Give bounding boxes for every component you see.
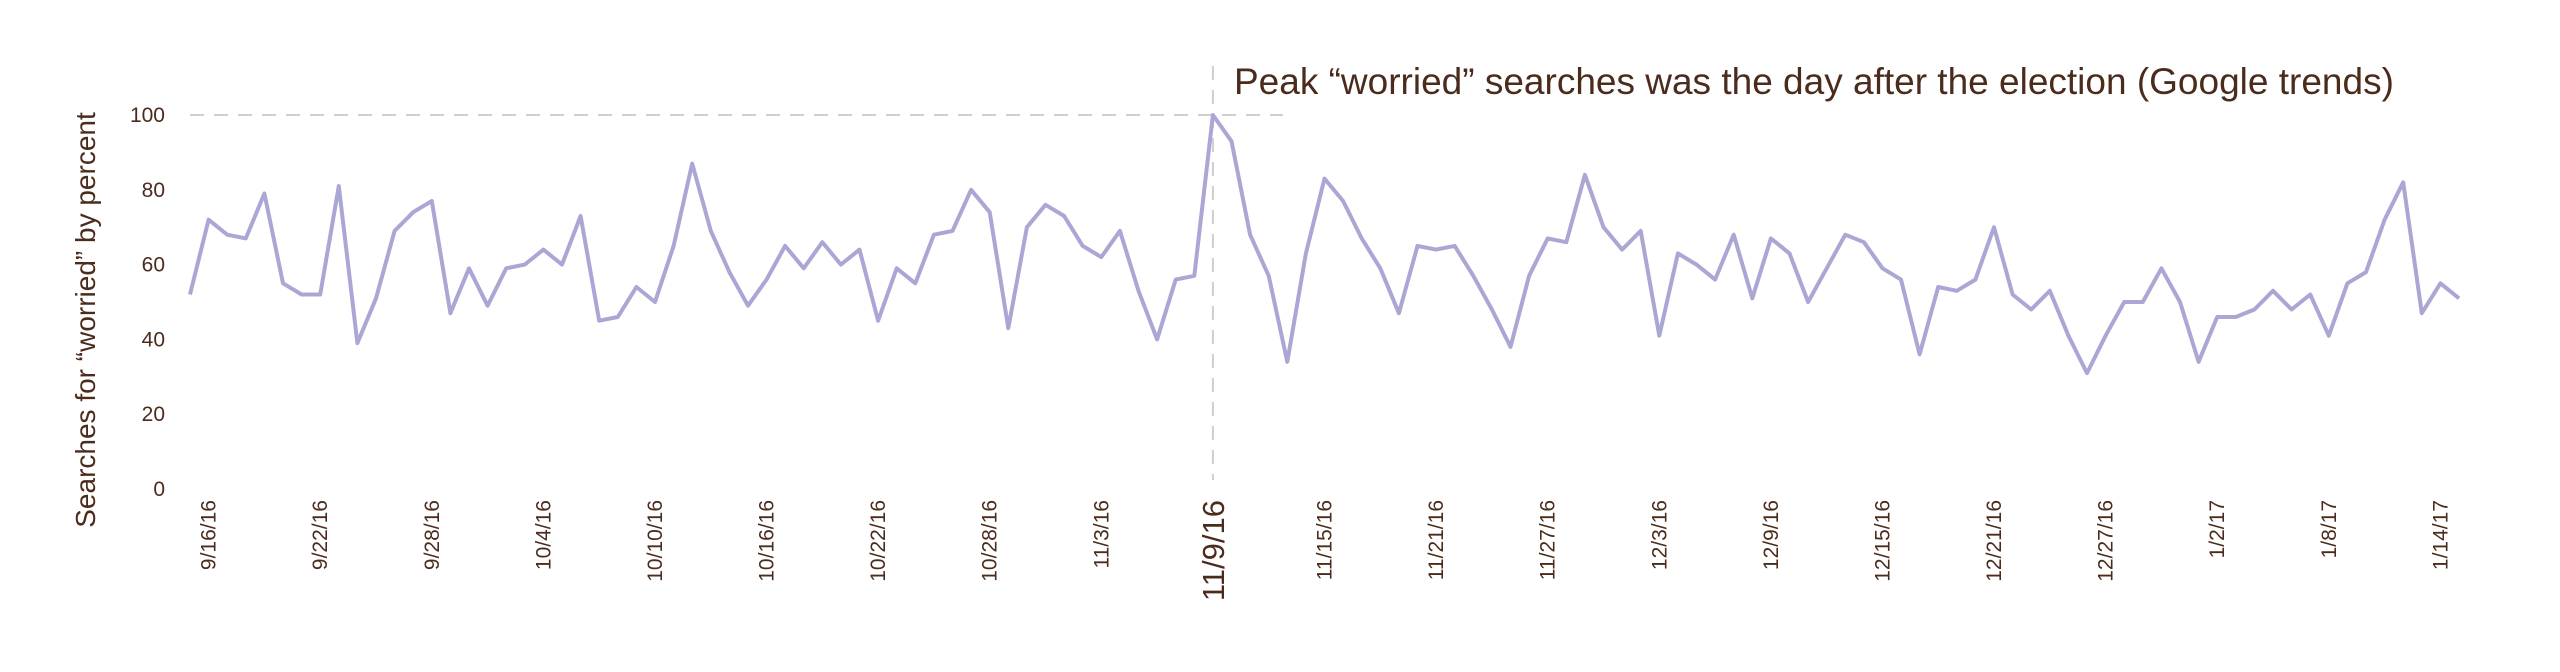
x-tick-label: 12/15/16 <box>1871 500 1894 582</box>
x-tick-label: 9/22/16 <box>309 500 332 570</box>
x-tick-label: 10/22/16 <box>867 500 890 582</box>
x-tick-label: 1/8/17 <box>2318 500 2341 558</box>
x-tick-label: 11/27/16 <box>1537 500 1560 580</box>
x-tick-label: 12/9/16 <box>1760 500 1783 570</box>
x-tick-label: 11/21/16 <box>1425 500 1448 580</box>
x-tick-label: 10/4/16 <box>532 500 555 570</box>
x-tick-label: 11/9/16 <box>1196 500 1231 601</box>
x-tick-label: 10/28/16 <box>979 500 1002 582</box>
x-tick-label: 12/3/16 <box>1648 500 1671 570</box>
x-tick-label: 10/10/16 <box>644 500 667 582</box>
y-tick-label: 40 <box>142 328 165 351</box>
y-tick-label: 80 <box>142 179 165 202</box>
x-tick-label: 12/27/16 <box>2095 500 2118 582</box>
x-tick-label: 1/2/17 <box>2206 500 2229 558</box>
x-tick-label: 12/21/16 <box>1983 500 2006 582</box>
x-tick-label: 10/16/16 <box>756 500 779 582</box>
x-tick-label: 9/28/16 <box>421 500 444 570</box>
y-tick-label: 60 <box>142 254 165 277</box>
x-tick-label: 1/14/17 <box>2429 500 2452 570</box>
y-tick-label: 20 <box>142 403 165 426</box>
x-tick-label: 11/3/16 <box>1090 500 1113 569</box>
x-tick-label: 11/15/16 <box>1314 500 1337 580</box>
y-axis-label: Searches for “worried” by percent <box>70 112 101 528</box>
x-tick-label: 9/16/16 <box>198 500 221 570</box>
chart-title: Peak “worried” searches was the day afte… <box>1234 61 2394 102</box>
data-line <box>188 113 2461 376</box>
y-tick-label: 100 <box>130 104 165 127</box>
y-tick-label: 0 <box>153 478 165 501</box>
